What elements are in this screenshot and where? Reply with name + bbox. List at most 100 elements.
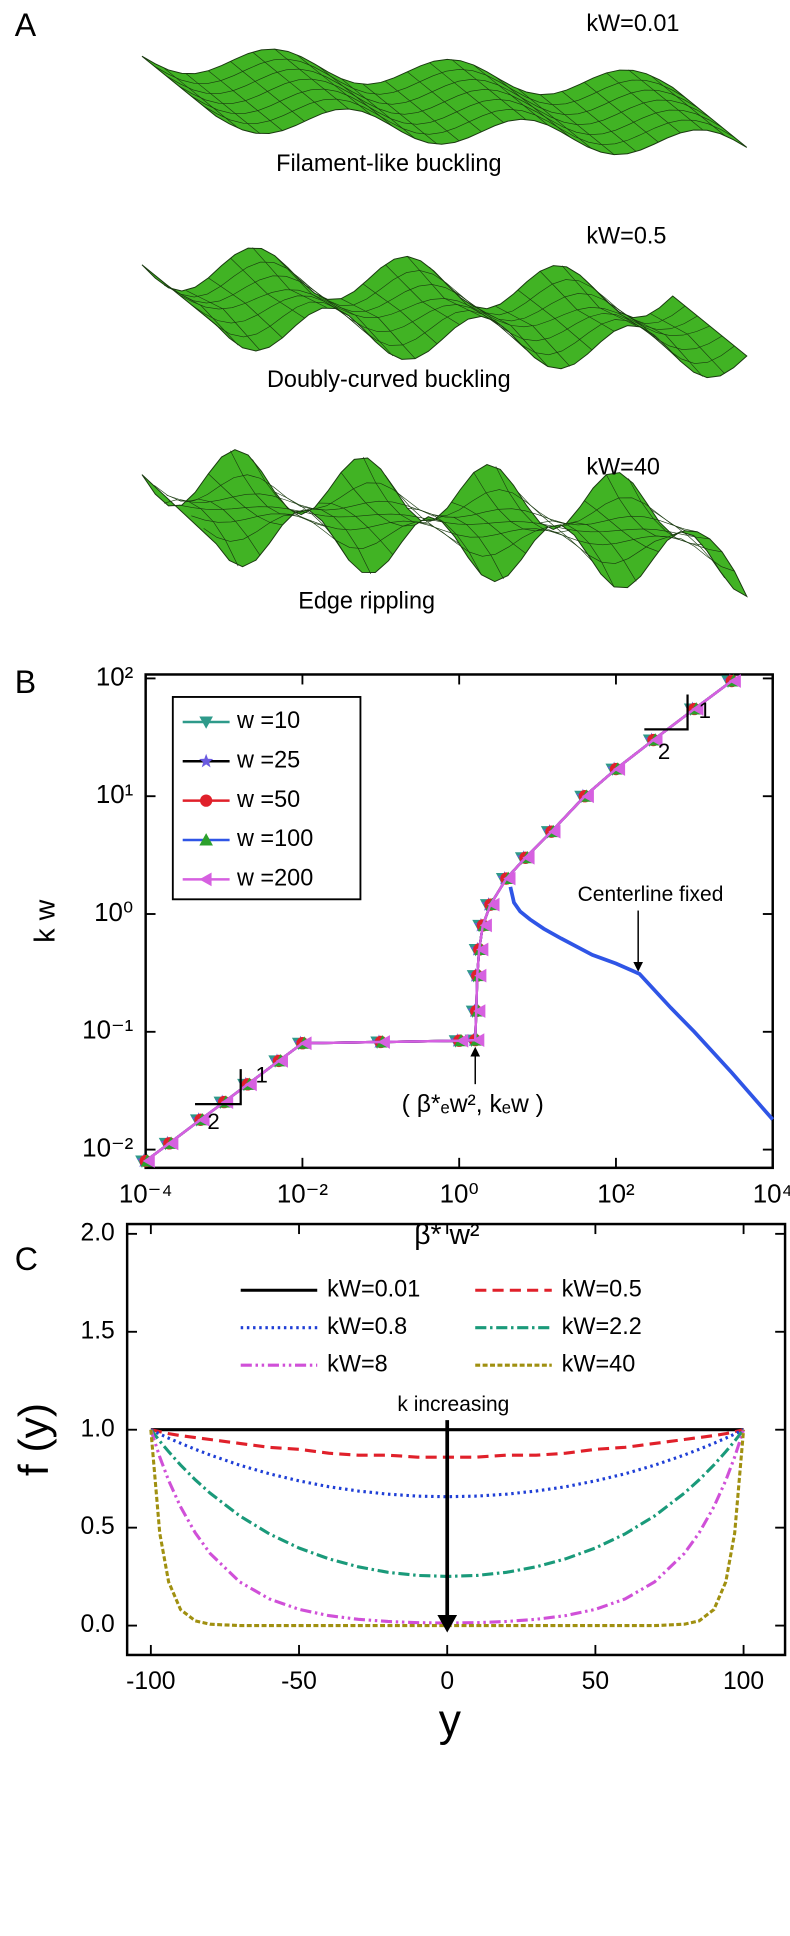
- marker: [503, 871, 516, 886]
- surface-grid: [451, 502, 526, 554]
- surface-grid: [163, 67, 239, 129]
- marker: [199, 753, 214, 768]
- surface-grid: [163, 499, 239, 567]
- marker: [199, 833, 213, 846]
- marker: [474, 968, 487, 983]
- marker: [377, 1035, 390, 1049]
- surface-grid: [274, 491, 349, 561]
- surface-grid: [318, 66, 394, 127]
- surface-grid: [451, 59, 526, 120]
- surface-caption: Filament-like buckling: [276, 150, 501, 176]
- marker: [487, 897, 500, 912]
- surface-grid: [318, 295, 394, 357]
- y-tick-label: 0.5: [80, 1513, 114, 1540]
- surface-grid: [628, 69, 703, 131]
- legend-label: kW=8: [327, 1350, 388, 1376]
- surface-grid: [495, 306, 571, 367]
- legend-label: w =100: [236, 825, 313, 851]
- surface-parameter: kW=0.5: [586, 222, 666, 248]
- x-tick-label: -100: [126, 1668, 175, 1695]
- slope-triangle: [644, 694, 689, 731]
- legend-label: w =25: [236, 746, 300, 772]
- y-axis-label: k w: [30, 899, 62, 942]
- x-tick-label: 0: [440, 1668, 454, 1695]
- marker: [299, 1036, 312, 1051]
- marker: [472, 1033, 485, 1047]
- marker: [479, 918, 492, 933]
- surface-grid: [296, 276, 372, 338]
- marker: [220, 1095, 234, 1109]
- surface-grid: [186, 290, 261, 351]
- surface-grid: [517, 491, 593, 562]
- marker: [522, 850, 535, 865]
- surface-grid: [407, 256, 482, 317]
- legend-label: kW=0.5: [562, 1275, 642, 1301]
- surface-grid: [517, 88, 593, 150]
- surface-grid: [650, 509, 725, 579]
- marker: [199, 872, 212, 887]
- legend-label: w =10: [236, 707, 300, 733]
- marker: [473, 1004, 486, 1018]
- marker: [166, 1136, 179, 1151]
- surface-grid: [628, 316, 703, 377]
- marker: [612, 762, 626, 776]
- surface-grid: [429, 62, 504, 123]
- legend-label: kW=0.8: [327, 1313, 407, 1339]
- y-tick-label: 10⁻¹: [82, 1015, 133, 1045]
- x-tick-label: 10⁻⁴: [119, 1178, 173, 1208]
- marker: [244, 1077, 257, 1092]
- surface-grid: [407, 507, 482, 575]
- surface-grid: [517, 289, 593, 351]
- surface-grid: [362, 456, 438, 524]
- x-tick-label: 50: [582, 1668, 609, 1695]
- surface-grid: [340, 298, 416, 359]
- surface-grid: [539, 94, 615, 155]
- marker: [275, 1054, 288, 1068]
- legend-label: w =200: [236, 864, 313, 890]
- x-tick-label: 10⁴: [753, 1178, 790, 1208]
- annotation: ( β*ₑw², kₑw ): [402, 1091, 544, 1118]
- surface-grid: [208, 277, 283, 339]
- surface-grid: [230, 61, 305, 122]
- surface-grid: [296, 54, 371, 115]
- surface-grid: [495, 76, 571, 138]
- surface-caption: Doubly-curved buckling: [267, 366, 511, 392]
- surface-grid: [606, 474, 681, 538]
- surface-grid: [561, 91, 637, 152]
- legend-label: w =50: [236, 786, 300, 812]
- marker: [200, 794, 213, 807]
- y-axis-label: f (y): [10, 1403, 57, 1476]
- surface-grid: [650, 313, 725, 374]
- y-tick-label: 10⁻²: [82, 1132, 133, 1162]
- surface-grid: [429, 516, 504, 580]
- y-tick-label: 1.5: [80, 1317, 114, 1344]
- surface-grid: [252, 51, 327, 113]
- surface-grid: [473, 64, 549, 126]
- x-tick-label: 100: [723, 1668, 764, 1695]
- y-tick-label: 10¹: [96, 779, 134, 809]
- surface-grid: [230, 257, 305, 319]
- surface-grid: [384, 474, 460, 544]
- x-tick-label: -50: [281, 1668, 317, 1695]
- surface-grid: [495, 466, 570, 533]
- surface-grid: [274, 48, 349, 110]
- surface-grid: [429, 266, 504, 328]
- x-tick-label: 10⁻²: [277, 1178, 328, 1208]
- surface-grid: [584, 81, 659, 143]
- marker: [581, 789, 594, 804]
- surface-parameter: kW=40: [586, 454, 660, 480]
- surface-grid: [185, 73, 261, 135]
- y-tick-label: 10²: [96, 661, 134, 691]
- annotation: 2: [207, 1109, 219, 1134]
- surface-parameter: kW=0.01: [586, 10, 679, 36]
- panel-label: A: [15, 7, 37, 43]
- surface: [141, 449, 748, 598]
- marker: [199, 716, 213, 729]
- surface-grid: [628, 478, 703, 546]
- surface-grid: [539, 520, 615, 588]
- marker: [548, 824, 561, 839]
- marker: [197, 1112, 210, 1127]
- surface-grid: [230, 450, 305, 515]
- surface-grid: [252, 247, 327, 308]
